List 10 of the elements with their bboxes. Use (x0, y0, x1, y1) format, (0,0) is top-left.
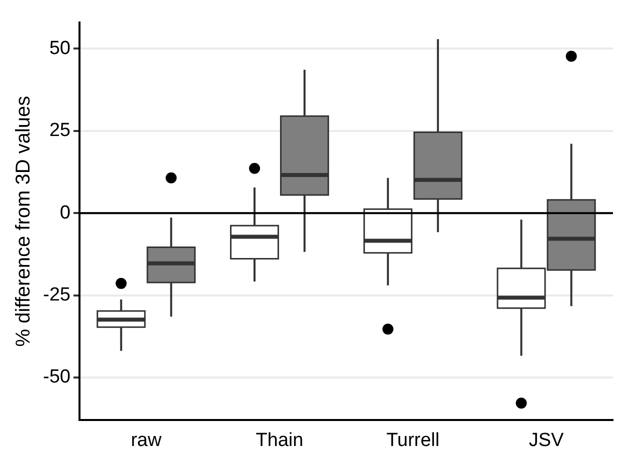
x-tick-label: raw (130, 430, 162, 451)
y-tick-label: -25 (42, 284, 70, 306)
x-tick-label: JSV (528, 430, 564, 451)
y-tick-label: -50 (42, 366, 70, 388)
y-tick-label: 50 (49, 38, 70, 59)
x-tick-label: Thain (256, 430, 304, 451)
x-tick-label: Turrell (386, 430, 440, 451)
y-tick-label: 0 (60, 202, 70, 224)
y-axis-title: % difference from 3D values (12, 96, 35, 347)
y-tick-label: 25 (49, 120, 70, 142)
